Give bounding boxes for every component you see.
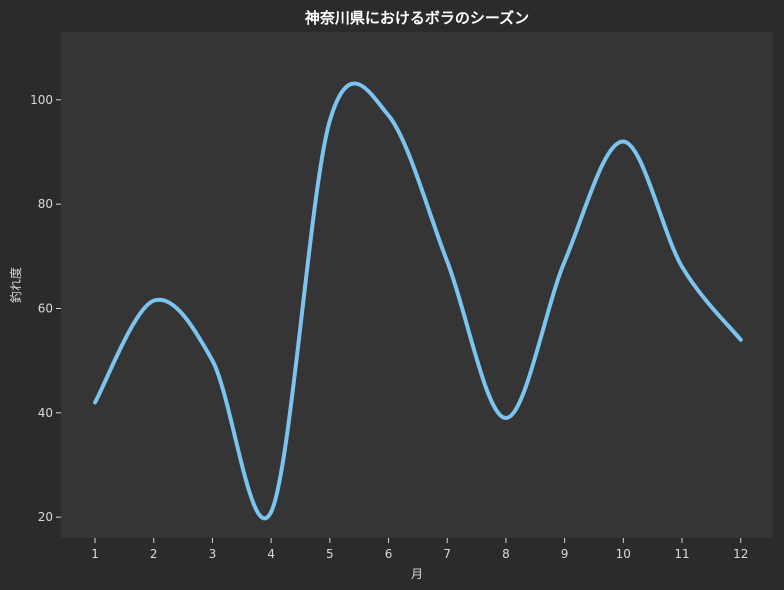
y-axis-label: 釣れ度 [8,267,23,303]
x-tick-label: 8 [502,547,510,561]
x-axis: 1 2 3 4 5 6 7 8 9 10 11 12 [91,538,748,561]
x-tick-label: 2 [150,547,158,561]
x-tick-label: 11 [674,547,689,561]
x-tick-label: 6 [385,547,393,561]
y-tick-label: 80 [38,197,53,211]
chart-title: 神奈川県におけるボラのシーズン [305,9,529,27]
x-tick-label: 4 [267,547,275,561]
y-axis: 20 40 60 80 100 [30,93,61,524]
y-tick-label: 20 [38,510,53,524]
x-tick-label: 12 [733,547,748,561]
plot-area [61,32,773,538]
x-tick-label: 3 [209,547,217,561]
x-tick-label: 10 [616,547,631,561]
x-tick-label: 1 [91,547,99,561]
y-tick-label: 40 [38,406,53,420]
y-tick-label: 60 [38,301,53,315]
y-tick-label: 100 [30,93,53,107]
x-axis-label: 月 [411,567,423,581]
x-tick-label: 5 [326,547,334,561]
series-group [93,81,743,521]
x-tick-label: 9 [561,547,569,561]
series-line [93,81,743,521]
x-tick-label: 7 [443,547,451,561]
